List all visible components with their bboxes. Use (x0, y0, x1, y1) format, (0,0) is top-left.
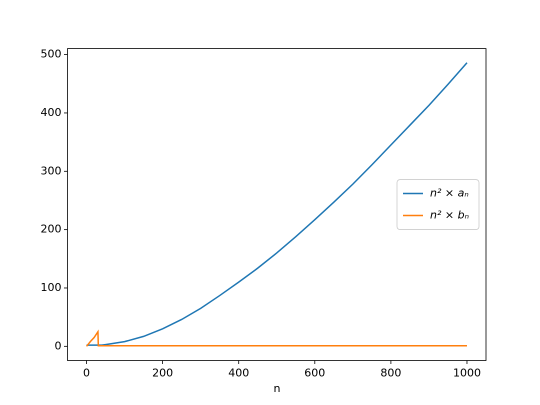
y-tick-label: 100 (41, 281, 62, 294)
y-tick-label: 300 (41, 164, 62, 177)
y-tick-label: 0 (55, 339, 62, 352)
x-tick-label: 1000 (453, 367, 481, 380)
axes-frame (67, 48, 487, 361)
line (85, 329, 467, 347)
y-tick-label: 200 (41, 223, 62, 236)
x-tick-label: 600 (304, 367, 325, 380)
legend: n² × aₙ n² × bₙ (396, 179, 480, 230)
x-axis-label: n (274, 382, 281, 395)
legend-label: n² × bₙ (430, 209, 469, 222)
x-tick-label: 400 (228, 367, 249, 380)
y-tick-label: 500 (41, 48, 62, 61)
y-tick-label: 400 (41, 106, 62, 119)
x-tick-label: 0 (83, 367, 90, 380)
x-tick-label: 800 (380, 367, 401, 380)
x-tick-label: 200 (152, 367, 173, 380)
legend-label: n² × aₙ (430, 187, 469, 200)
legend-box (396, 179, 480, 230)
